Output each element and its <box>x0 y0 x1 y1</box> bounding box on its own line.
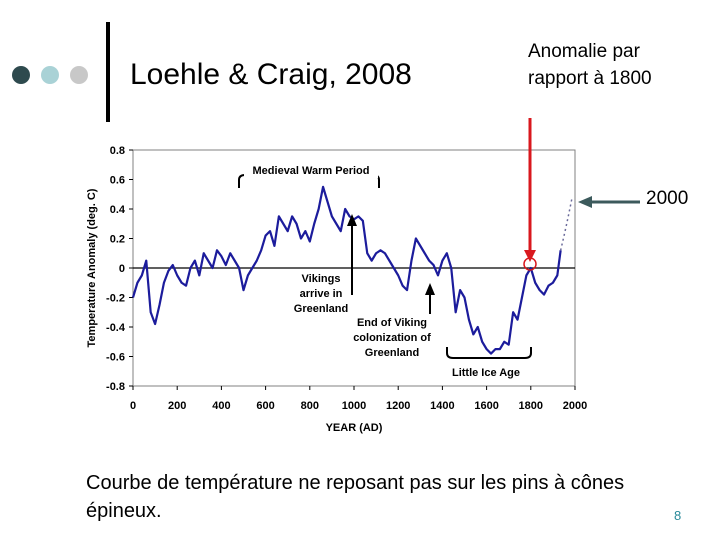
x-tick-label: 1800 <box>519 400 543 412</box>
dot-dark <box>12 66 30 84</box>
end-viking-label-bg <box>350 314 434 360</box>
x-tick-label: 1600 <box>474 400 498 412</box>
y-tick-label: -0.6 <box>106 352 125 364</box>
decorative-dots <box>12 66 96 84</box>
slide-caption: Courbe de température ne reposant pas su… <box>86 472 625 522</box>
label-2000: 2000 <box>646 188 689 209</box>
vikings-label-line-2: arrive in <box>300 288 343 300</box>
y-tick-label: -0.8 <box>106 381 125 393</box>
x-tick-label: 400 <box>212 400 230 412</box>
x-tick-label: 1400 <box>430 400 454 412</box>
end-viking-arrow-head <box>425 283 435 295</box>
y-tick-label: 0.8 <box>110 145 125 157</box>
x-tick-label: 2000 <box>563 400 587 412</box>
x-axis-ticks: 0 200 400 600 800 1000 1200 1400 1600 1800 2000 <box>130 386 587 412</box>
dot-teal <box>41 66 59 84</box>
end-viking-label-line-1: End of Viking <box>357 317 427 329</box>
vikings-label-line-1: Vikings <box>302 273 341 285</box>
temperature-series-line <box>131 185 562 355</box>
arrow-2000-head <box>578 196 592 208</box>
title-divider <box>106 22 110 122</box>
x-tick-label: 200 <box>168 400 186 412</box>
vikings-arrow-head <box>347 214 357 226</box>
y-tick-label: -0.4 <box>106 322 126 334</box>
modern-dotted-line <box>559 197 573 251</box>
x-tick-label: 1200 <box>386 400 410 412</box>
slide-title: Loehle & Craig, 2008 <box>130 58 412 91</box>
mwp-label: Medieval Warm Period <box>253 165 370 177</box>
vikings-label-line-3: Greenland <box>294 303 348 315</box>
x-tick-label: 800 <box>301 400 319 412</box>
reference-1800-marker <box>523 257 537 271</box>
lia-label-bg <box>444 364 528 380</box>
anomaly-note: Anomalie par rapport à 1800 <box>528 41 652 89</box>
x-tick-label: 600 <box>256 400 274 412</box>
y-tick-label: 0 <box>119 263 125 275</box>
y-axis-ticks: 0.8 0.6 0.4 0.2 0 -0.2 -0.4 -0.6 -0.8 <box>106 145 133 393</box>
modern-extension <box>559 197 573 251</box>
y-tick-label: -0.2 <box>106 293 125 305</box>
page-number: 8 <box>674 508 682 523</box>
lia-label: Little Ice Age <box>452 367 520 379</box>
end-viking-label-line-2: colonization of <box>353 332 431 344</box>
y-tick-label: 0.4 <box>110 204 126 216</box>
vikings-annotation: Vikings arrive in Greenland <box>288 214 357 316</box>
x-tick-label: 1000 <box>342 400 366 412</box>
x-axis-label: YEAR (AD) <box>326 422 383 434</box>
y-tick-label: 0.2 <box>110 234 125 246</box>
end-viking-annotation: End of Viking colonization of Greenland <box>350 283 435 360</box>
lia-annotation: Little Ice Age <box>444 347 532 380</box>
lia-bracket <box>446 347 532 359</box>
end-viking-label-line-3: Greenland <box>365 347 419 359</box>
y-tick-label: 0.6 <box>110 175 125 187</box>
series-group <box>131 185 562 355</box>
y-axis-label: Temperature Anomaly (deg. C) <box>86 188 98 347</box>
x-tick-label: 0 <box>130 400 136 412</box>
anomaly-pointer-head <box>524 250 536 262</box>
mwp-annotation: Medieval Warm Period <box>238 162 380 188</box>
vikings-label-bg <box>288 270 350 316</box>
dot-grey <box>70 66 88 84</box>
mwp-label-bg <box>244 162 378 178</box>
